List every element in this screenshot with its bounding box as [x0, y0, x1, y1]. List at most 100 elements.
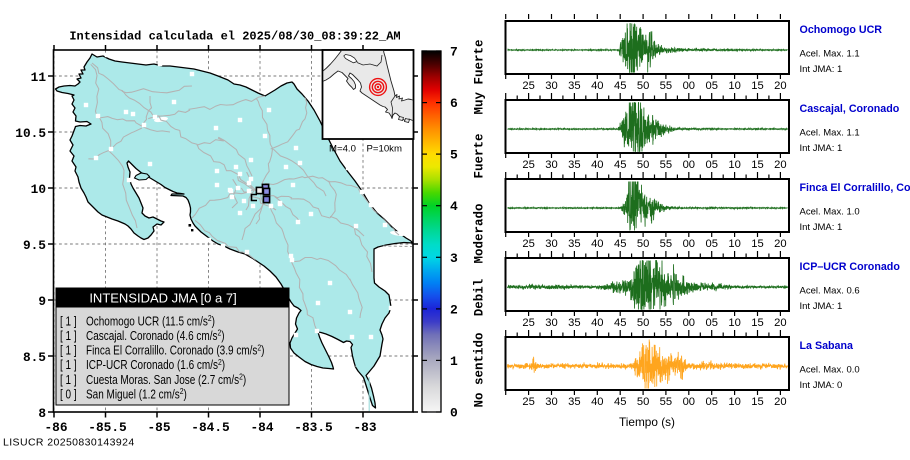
svg-text:2: 2 — [450, 302, 458, 317]
svg-text:La Sabana: La Sabana — [800, 340, 855, 352]
svg-text:00: 00 — [683, 80, 695, 92]
svg-text:00: 00 — [683, 396, 695, 408]
svg-text:40: 40 — [591, 80, 603, 92]
svg-text:10: 10 — [728, 238, 740, 250]
svg-text:Int JMA: 1: Int JMA: 1 — [800, 222, 843, 233]
svg-text:Debil: Debil — [473, 279, 487, 317]
svg-text:20: 20 — [774, 317, 786, 329]
svg-text:05: 05 — [705, 80, 717, 92]
svg-text:Cascajal. Coronado (4.6 cm/s2): Cascajal. Coronado (4.6 cm/s2) — [86, 328, 225, 343]
svg-text:[ 1 ]: [ 1 ] — [60, 315, 77, 328]
svg-text:20: 20 — [774, 159, 786, 171]
svg-text:25: 25 — [522, 159, 534, 171]
svg-text:00: 00 — [683, 159, 695, 171]
svg-text:ICP–UCR Coronado: ICP–UCR Coronado — [800, 261, 901, 273]
svg-text:6: 6 — [450, 96, 458, 111]
svg-text:45: 45 — [614, 159, 626, 171]
svg-text:20: 20 — [774, 396, 786, 408]
svg-text:15: 15 — [751, 159, 763, 171]
svg-text:35: 35 — [568, 80, 580, 92]
svg-text:10.5: 10.5 — [15, 126, 46, 141]
svg-text:25: 25 — [522, 317, 534, 329]
svg-text:11: 11 — [31, 70, 47, 85]
svg-text:9: 9 — [38, 294, 46, 309]
svg-text:Cuesta Moras. San Jose (2.7 cm: Cuesta Moras. San Jose (2.7 cm/s2) — [86, 372, 246, 387]
svg-text:30: 30 — [545, 238, 557, 250]
svg-text:-84.5: -84.5 — [191, 420, 230, 435]
svg-text:20: 20 — [774, 80, 786, 92]
svg-text:INTENSIDAD JMA [0 a 7]: INTENSIDAD JMA [0 a 7] — [89, 291, 236, 306]
svg-text:10: 10 — [728, 80, 740, 92]
svg-text:00: 00 — [683, 238, 695, 250]
svg-text:10: 10 — [728, 159, 740, 171]
svg-text:0: 0 — [450, 406, 458, 421]
svg-text:50: 50 — [637, 238, 649, 250]
svg-text:8: 8 — [38, 406, 46, 421]
svg-text:55: 55 — [660, 396, 672, 408]
svg-text:15: 15 — [751, 80, 763, 92]
svg-text:10: 10 — [728, 396, 740, 408]
svg-text:Fuerte: Fuerte — [473, 133, 487, 178]
svg-text:30: 30 — [545, 159, 557, 171]
svg-text:50: 50 — [637, 396, 649, 408]
svg-text:40: 40 — [591, 159, 603, 171]
svg-text:-85.5: -85.5 — [88, 420, 127, 435]
svg-text:Acel. Max. 0.0: Acel. Max. 0.0 — [800, 365, 860, 376]
svg-text:55: 55 — [660, 80, 672, 92]
svg-text:Int JMA: 1: Int JMA: 1 — [800, 143, 843, 154]
svg-text:Moderado: Moderado — [473, 203, 487, 263]
svg-text:ICP-UCR Coronado (1.6 cm/s2): ICP-UCR Coronado (1.6 cm/s2) — [86, 357, 225, 372]
svg-text:45: 45 — [614, 317, 626, 329]
svg-text:M=4.0: M=4.0 — [329, 144, 356, 155]
svg-text:10: 10 — [728, 317, 740, 329]
svg-text:10: 10 — [31, 182, 46, 197]
svg-text:25: 25 — [522, 80, 534, 92]
svg-text:7: 7 — [450, 45, 458, 60]
svg-text:[ 1 ]: [ 1 ] — [60, 374, 77, 387]
svg-text:[ 1 ]: [ 1 ] — [60, 345, 77, 358]
svg-text:05: 05 — [705, 317, 717, 329]
svg-text:Int JMA: 1: Int JMA: 1 — [800, 301, 843, 312]
svg-text:-85: -85 — [147, 420, 170, 435]
svg-text:9.5: 9.5 — [23, 238, 46, 253]
svg-text:Int JMA: 1: Int JMA: 1 — [800, 64, 843, 75]
svg-text:Intensidad calculada el 2025/0: Intensidad calculada el 2025/08/30_08:39… — [69, 30, 400, 44]
svg-text:Finca El Corralillo. Coronado: Finca El Corralillo. Coronado (3.9 cm/s2… — [86, 343, 265, 358]
svg-text:15: 15 — [751, 317, 763, 329]
svg-text:55: 55 — [660, 159, 672, 171]
svg-text:LISUCR 20250830143924: LISUCR 20250830143924 — [3, 437, 135, 449]
svg-text:25: 25 — [522, 396, 534, 408]
svg-text:Cascajal, Coronado: Cascajal, Coronado — [800, 103, 900, 115]
svg-text:45: 45 — [614, 396, 626, 408]
svg-text:Int JMA: 0: Int JMA: 0 — [800, 380, 843, 391]
svg-text:4: 4 — [450, 199, 458, 214]
svg-text:No sentido: No sentido — [473, 332, 487, 407]
svg-text:20: 20 — [774, 238, 786, 250]
svg-text:45: 45 — [614, 80, 626, 92]
svg-text:50: 50 — [637, 159, 649, 171]
svg-text:San Miguel (1.2 cm/s2): San Miguel (1.2 cm/s2) — [86, 386, 187, 401]
svg-text:[ 1 ]: [ 1 ] — [60, 359, 77, 372]
svg-text:P=10km: P=10km — [367, 144, 402, 155]
svg-text:40: 40 — [591, 238, 603, 250]
svg-text:[ 1 ]: [ 1 ] — [60, 330, 77, 343]
svg-text:30: 30 — [545, 396, 557, 408]
svg-text:55: 55 — [660, 317, 672, 329]
svg-text:05: 05 — [705, 159, 717, 171]
svg-text:50: 50 — [637, 80, 649, 92]
svg-text:40: 40 — [591, 396, 603, 408]
svg-text:30: 30 — [545, 317, 557, 329]
svg-text:55: 55 — [660, 238, 672, 250]
svg-text:35: 35 — [568, 317, 580, 329]
svg-text:8.5: 8.5 — [23, 350, 46, 365]
svg-text:15: 15 — [751, 238, 763, 250]
svg-text:05: 05 — [705, 238, 717, 250]
svg-text:35: 35 — [568, 238, 580, 250]
svg-text:Finca El Corralillo, Coronado: Finca El Corralillo, Coronado — [800, 182, 910, 194]
svg-text:00: 00 — [683, 317, 695, 329]
svg-text:Ochomogo UCR (11.5 cm/s2): Ochomogo UCR (11.5 cm/s2) — [86, 313, 215, 328]
svg-text:3: 3 — [450, 251, 458, 266]
svg-text:-83.5: -83.5 — [294, 420, 333, 435]
svg-text:40: 40 — [591, 317, 603, 329]
svg-text:-84: -84 — [250, 420, 273, 435]
